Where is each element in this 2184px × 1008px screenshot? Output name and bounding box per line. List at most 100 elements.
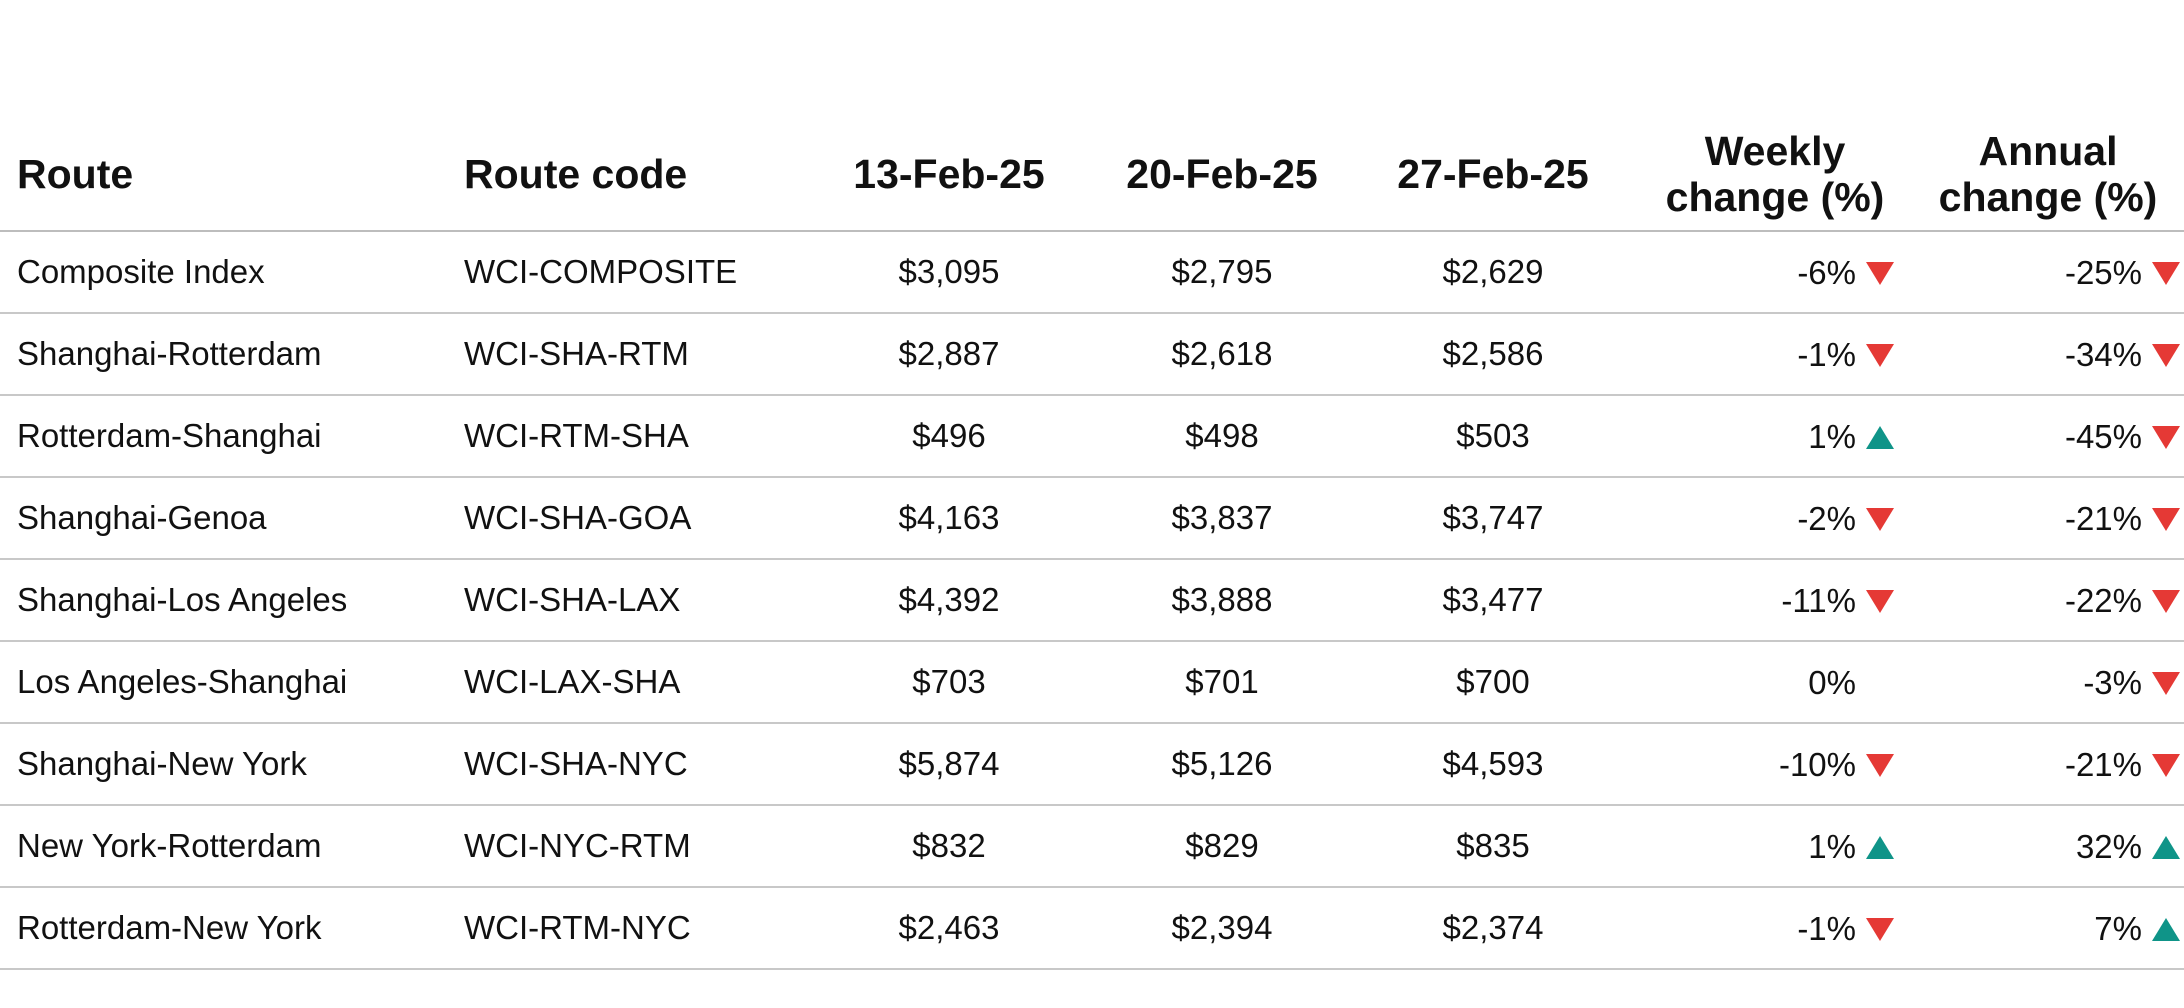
weekly-change-value: -2% [1797,500,1856,538]
annual-change-value: -22% [2064,582,2142,620]
weekly-change-cell: -2% [1638,477,1912,560]
rate-13-feb-cell: $2,887 [802,313,1096,396]
triangle-down-icon [2152,753,2180,777]
triangle-up-icon [1866,425,1894,449]
header-annual-change: Annual change (%) [1912,118,2184,232]
weekly-change-value: -1% [1797,336,1856,374]
rate-27-feb-cell: $3,747 [1348,477,1638,560]
annual-change-value: -25% [2064,254,2142,292]
route-name-cell: Rotterdam-Shanghai [0,395,464,478]
header-date-1: 13-Feb-25 [802,118,1096,232]
triangle-down-icon [1866,261,1894,285]
triangle-down-icon [2152,671,2180,695]
rate-27-feb-cell: $4,593 [1348,723,1638,806]
header-annual-line2: change (%) [1938,174,2158,220]
table-row: Shanghai-Rotterdam WCI-SHA-RTM $2,887 $2,61… [0,313,2184,396]
rate-20-feb-cell: $5,126 [1096,723,1348,806]
route-code-cell: WCI-RTM-NYC [464,887,802,970]
header-annual-line1: Annual [1978,128,2118,174]
weekly-change-cell: 0% [1638,641,1912,724]
triangle-down-icon [1866,917,1894,941]
route-name-cell: Shanghai-New York [0,723,464,806]
annual-change-cell: 32% [1912,805,2184,888]
rate-20-feb-cell: $3,888 [1096,559,1348,642]
annual-change-value: -3% [2083,664,2142,702]
weekly-change-cell: 1% [1638,395,1912,478]
rate-13-feb-cell: $5,874 [802,723,1096,806]
rate-13-feb-cell: $496 [802,395,1096,478]
rate-13-feb-cell: $703 [802,641,1096,724]
annual-change-cell: -34% [1912,313,2184,396]
header-route-code: Route code [464,118,802,232]
table-header-row: Route Route code 13-Feb-25 20-Feb-25 27-… [0,118,2184,232]
rate-27-feb-cell: $2,586 [1348,313,1638,396]
weekly-change-value: -10% [1778,746,1856,784]
annual-change-value: -21% [2064,500,2142,538]
route-code-cell: WCI-RTM-SHA [464,395,802,478]
table-row: Shanghai-New York WCI-SHA-NYC $5,874 $5,126… [0,723,2184,806]
header-weekly-line2: change (%) [1665,174,1885,220]
weekly-change-value: 1% [1808,828,1856,866]
rate-13-feb-cell: $832 [802,805,1096,888]
weekly-change-cell: 1% [1638,805,1912,888]
route-code-cell: WCI-SHA-NYC [464,723,802,806]
triangle-up-icon [1866,835,1894,859]
rate-27-feb-cell: $3,477 [1348,559,1638,642]
annual-change-cell: -21% [1912,477,2184,560]
route-name-cell: Shanghai-Genoa [0,477,464,560]
weekly-change-value: 0% [1808,664,1856,702]
table-row: Shanghai-Los Angeles WCI-SHA-LAX $4,392 $3,… [0,559,2184,642]
triangle-down-icon [1866,589,1894,613]
annual-change-cell: -3% [1912,641,2184,724]
route-name-cell: Composite Index [0,231,464,314]
annual-change-value: 32% [2075,828,2142,866]
route-name-cell: Shanghai-Rotterdam [0,313,464,396]
weekly-change-cell: -1% [1638,313,1912,396]
route-code-cell: WCI-SHA-LAX [464,559,802,642]
table-row: Rotterdam-New York WCI-RTM-NYC $2,463 $2,39… [0,887,2184,970]
triangle-down-icon [1866,753,1894,777]
route-name-cell: Los Angeles-Shanghai [0,641,464,724]
annual-change-value: -21% [2064,746,2142,784]
header-weekly-change: Weekly change (%) [1638,118,1912,232]
header-date-2: 20-Feb-25 [1096,118,1348,232]
table-body: Composite Index WCI-COMPOSITE $3,095 $2,795… [0,231,2184,970]
rate-27-feb-cell: $2,374 [1348,887,1638,970]
route-code-cell: WCI-SHA-GOA [464,477,802,560]
annual-change-cell: -25% [1912,231,2184,314]
weekly-change-value: -1% [1797,910,1856,948]
triangle-down-icon [2152,507,2180,531]
rate-27-feb-cell: $700 [1348,641,1638,724]
route-code-cell: WCI-LAX-SHA [464,641,802,724]
weekly-change-cell: -10% [1638,723,1912,806]
route-name-cell: Rotterdam-New York [0,887,464,970]
annual-change-value: -34% [2064,336,2142,374]
triangle-down-icon [2152,589,2180,613]
rate-27-feb-cell: $835 [1348,805,1638,888]
triangle-up-icon [2152,835,2180,859]
weekly-change-value: 1% [1808,418,1856,456]
rate-20-feb-cell: $2,618 [1096,313,1348,396]
rate-13-feb-cell: $3,095 [802,231,1096,314]
route-name-cell: Shanghai-Los Angeles [0,559,464,642]
rate-20-feb-cell: $829 [1096,805,1348,888]
rate-13-feb-cell: $4,392 [802,559,1096,642]
header-date-3: 27-Feb-25 [1348,118,1638,232]
route-code-cell: WCI-COMPOSITE [464,231,802,314]
rate-20-feb-cell: $2,394 [1096,887,1348,970]
header-weekly-line1: Weekly [1704,128,1846,174]
weekly-change-cell: -1% [1638,887,1912,970]
annual-change-cell: 7% [1912,887,2184,970]
table-row: Composite Index WCI-COMPOSITE $3,095 $2,795… [0,231,2184,314]
annual-change-cell: -22% [1912,559,2184,642]
triangle-down-icon [2152,343,2180,367]
weekly-change-cell: -11% [1638,559,1912,642]
table-row: Rotterdam-Shanghai WCI-RTM-SHA $496 $498 $50… [0,395,2184,478]
table-row: Los Angeles-Shanghai WCI-LAX-SHA $703 $701 $… [0,641,2184,724]
route-code-cell: WCI-NYC-RTM [464,805,802,888]
weekly-change-value: -11% [1781,582,1856,620]
rate-20-feb-cell: $498 [1096,395,1348,478]
annual-change-cell: -45% [1912,395,2184,478]
route-name-cell: New York-Rotterdam [0,805,464,888]
